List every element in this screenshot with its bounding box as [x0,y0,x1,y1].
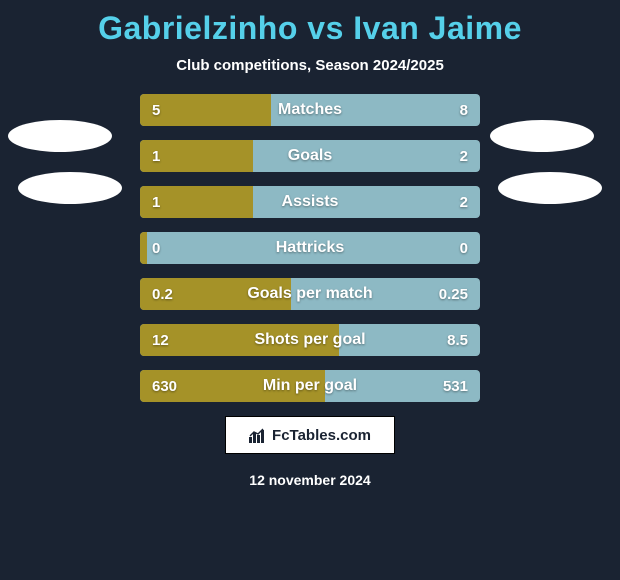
stat-row: 12Shots per goal8.5 [140,324,480,356]
stat-value-right: 0.25 [439,278,468,310]
date-label: 12 november 2024 [0,472,620,488]
stat-value-right: 8.5 [447,324,468,356]
team-badge-placeholder [18,172,122,204]
stat-value-right: 2 [460,140,468,172]
stat-row: 1Goals2 [140,140,480,172]
site-logo: FcTables.com [225,416,395,454]
bars-icon [249,427,267,443]
stat-row: 0.2Goals per match0.25 [140,278,480,310]
comparison-chart: 5Matches8 1Goals2 1Assists2 0Hattricks0 0.2G… [140,94,480,402]
stat-row: 1Assists2 [140,186,480,218]
stat-label: Min per goal [140,370,480,402]
stat-value-right: 531 [443,370,468,402]
stat-row: 0Hattricks0 [140,232,480,264]
logo-text: FcTables.com [272,427,371,444]
stat-row: 5Matches8 [140,94,480,126]
stat-row: 630Min per goal531 [140,370,480,402]
stat-value-right: 0 [460,232,468,264]
team-badge-placeholder [498,172,602,204]
stat-label: Hattricks [140,232,480,264]
stat-label: Matches [140,94,480,126]
stat-label: Shots per goal [140,324,480,356]
stat-value-right: 2 [460,186,468,218]
stat-value-right: 8 [460,94,468,126]
stat-label: Goals per match [140,278,480,310]
subtitle: Club competitions, Season 2024/2025 [0,57,620,74]
team-badge-placeholder [8,120,112,152]
stat-label: Assists [140,186,480,218]
team-badge-placeholder [490,120,594,152]
stat-label: Goals [140,140,480,172]
page-title: Gabrielzinho vs Ivan Jaime [0,0,620,47]
